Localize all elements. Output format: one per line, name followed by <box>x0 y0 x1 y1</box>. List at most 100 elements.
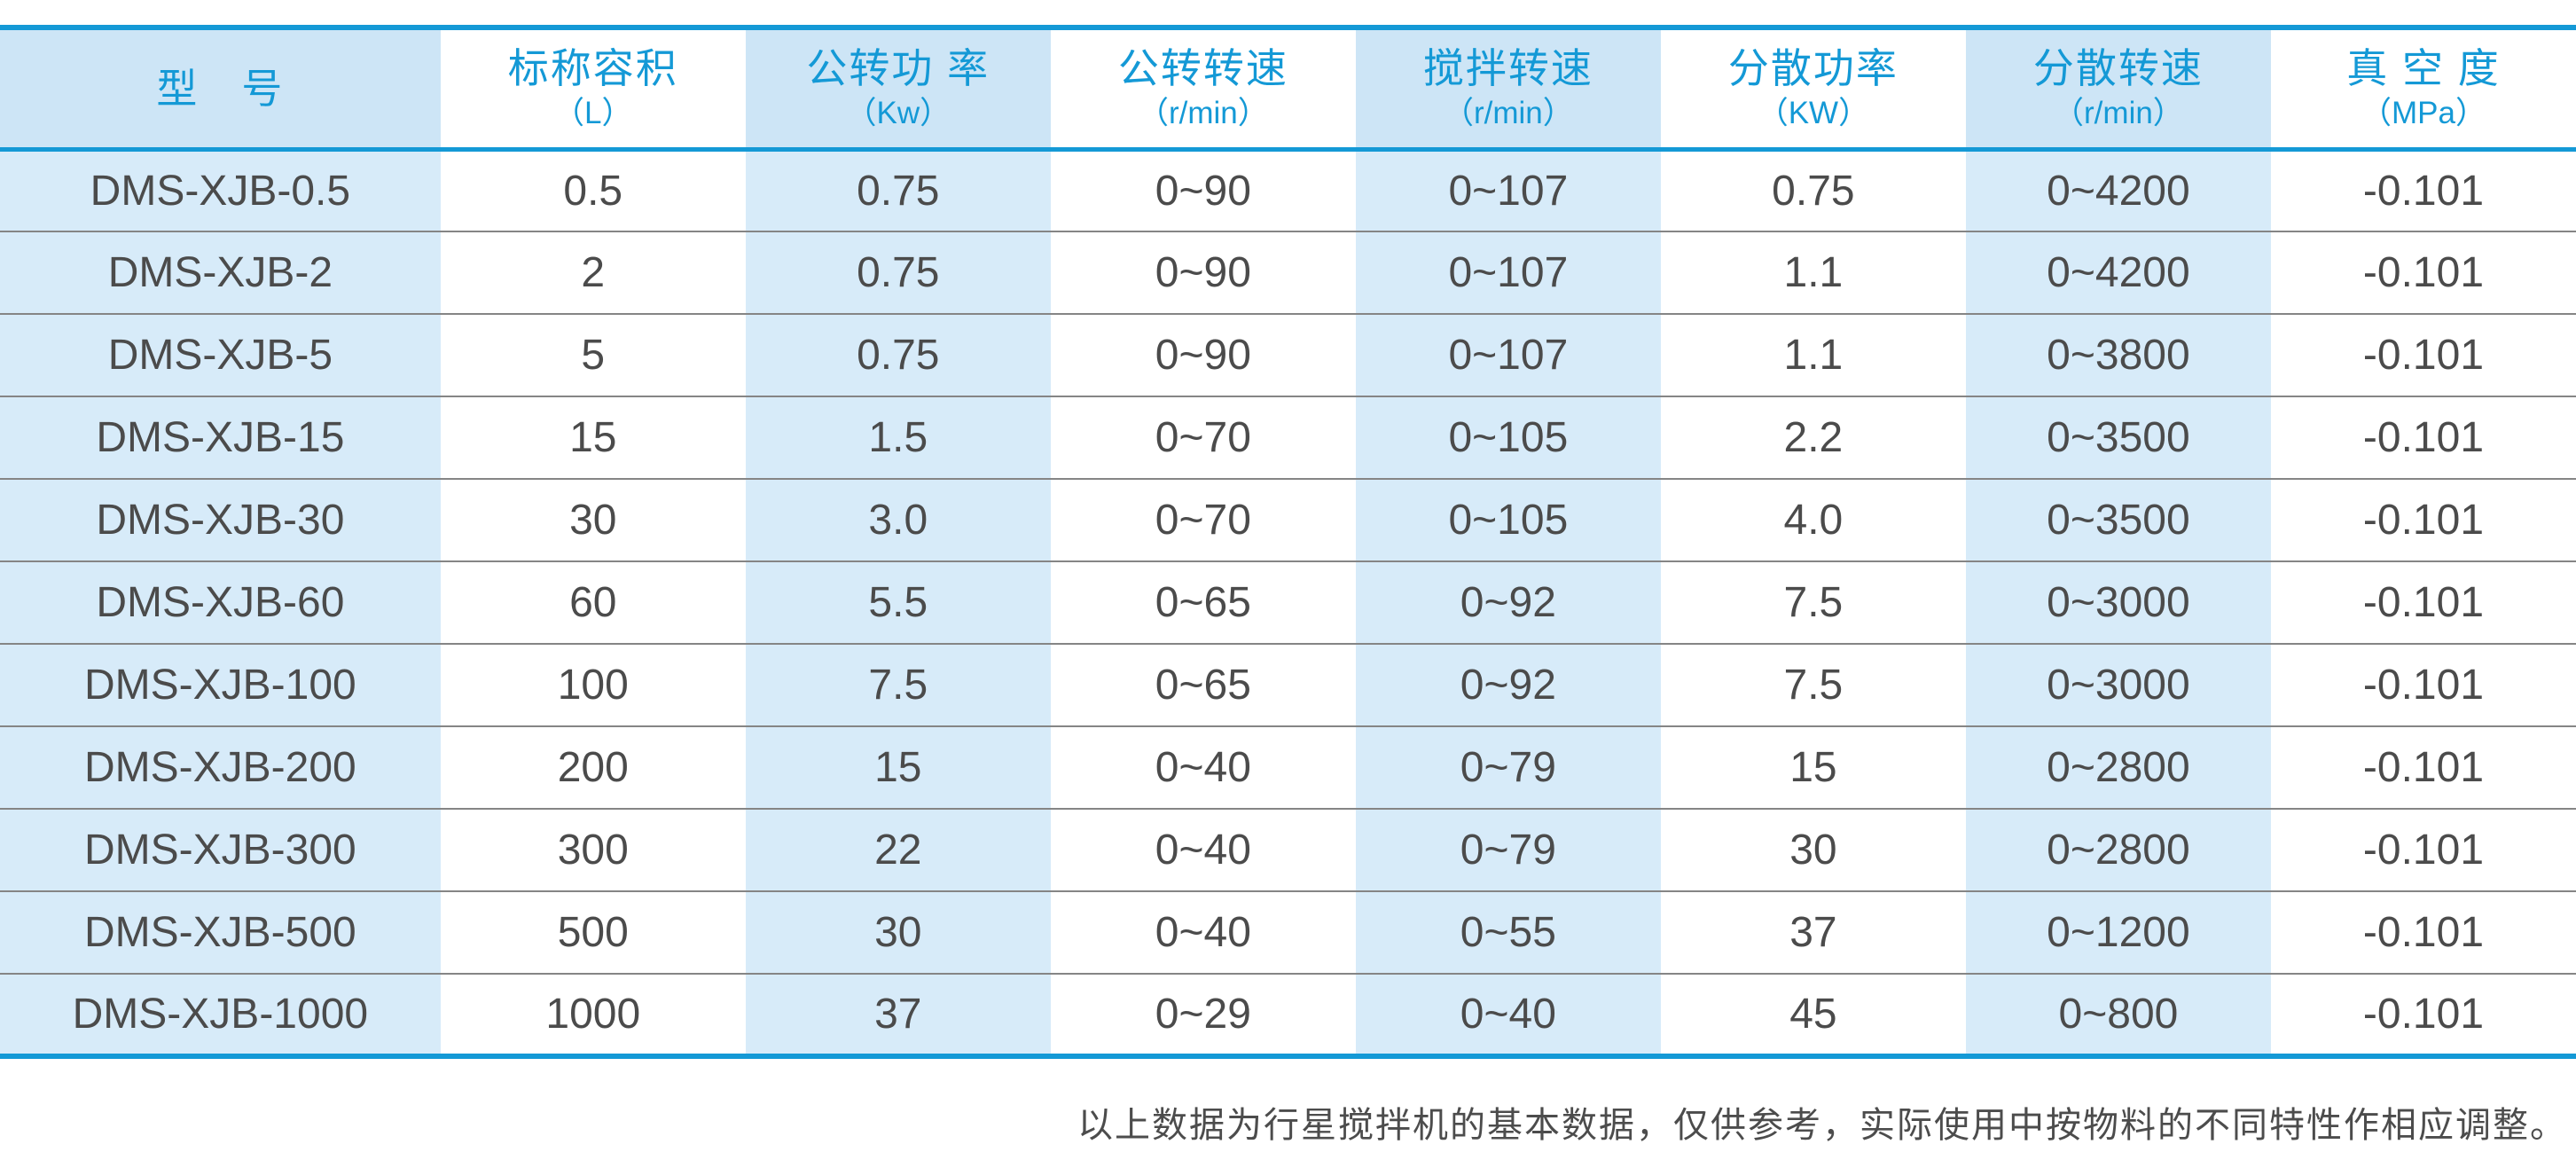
table-row: DMS-XJB-2 2 0.75 0~90 0~107 1.1 0~4200 -0.101 <box>0 231 2576 314</box>
column-title: 分散转速 <box>2032 45 2204 92</box>
table-body: DMS-XJB-0.5 0.5 0.75 0~90 0~107 0.75 0~4200 -0.… <box>0 149 2576 1056</box>
spec-cell: 0~4200 <box>1965 149 2271 231</box>
column-title: 公转转速 <box>1117 45 1288 92</box>
model-cell: DMS-XJB-15 <box>0 396 441 479</box>
spec-cell: 0.75 <box>745 313 1051 396</box>
spec-cell: 0~800 <box>1965 973 2271 1056</box>
column-title: 公转功 率 <box>806 45 990 92</box>
column-unit: （r/min） <box>2053 96 2184 131</box>
table-row: DMS-XJB-0.5 0.5 0.75 0~90 0~107 0.75 0~4200 -0.… <box>0 149 2576 231</box>
spec-cell: 0~40 <box>1355 973 1661 1056</box>
column-header-stack: 搅拌转速 （r/min） <box>1356 30 1661 147</box>
spec-cell: 4.0 <box>1660 478 1966 561</box>
spec-cell: 30 <box>1660 808 1966 891</box>
spec-cell: 7.5 <box>745 643 1051 726</box>
model-cell: DMS-XJB-30 <box>0 478 441 561</box>
column-unit: （r/min） <box>1137 96 1269 131</box>
spec-cell: 0~3000 <box>1965 560 2271 644</box>
column-header-stack: 公转功 率 （Kw） <box>746 30 1051 147</box>
spec-cell: -0.101 <box>2270 890 2576 974</box>
spec-cell: 15 <box>745 725 1051 809</box>
model-cell: DMS-XJB-300 <box>0 808 441 891</box>
spec-cell: 0~55 <box>1355 890 1661 974</box>
spec-cell: 0~40 <box>1050 725 1356 809</box>
spec-cell: 1.5 <box>745 396 1051 479</box>
spec-cell: -0.101 <box>2270 231 2576 314</box>
model-cell: DMS-XJB-1000 <box>0 973 441 1056</box>
spec-cell: 0~105 <box>1355 478 1661 561</box>
spec-cell: 0~29 <box>1050 973 1356 1056</box>
spec-table: 型 号 标称容积 （L） 公转功 率 （Kw） 公转转速 （r/min） 搅拌转速 （r/min… <box>0 25 2576 1059</box>
spec-cell: 200 <box>440 725 746 809</box>
spec-cell: 0~2800 <box>1965 725 2271 809</box>
footer-note: 以上数据为行星搅拌机的基本数据，仅供参考，实际使用中按物料的不同特性作相应调整。 <box>1077 1105 2567 1146</box>
spec-cell: 0.75 <box>745 231 1051 314</box>
spec-cell: 0.75 <box>1660 149 1966 231</box>
spec-cell: 0~3500 <box>1965 396 2271 479</box>
spec-cell: 100 <box>440 643 746 726</box>
spec-cell: 0~4200 <box>1965 231 2271 314</box>
table-row: DMS-XJB-30 30 3.0 0~70 0~105 4.0 0~3500 -0.101 <box>0 478 2576 561</box>
spec-cell: 0~79 <box>1355 808 1661 891</box>
spec-cell: 30 <box>440 478 746 561</box>
table-row: DMS-XJB-60 60 5.5 0~65 0~92 7.5 0~3000 -0.101 <box>0 560 2576 644</box>
spec-cell: -0.101 <box>2270 560 2576 644</box>
spec-cell: 1000 <box>440 973 746 1056</box>
spec-cell: -0.101 <box>2270 725 2576 809</box>
model-cell: DMS-XJB-200 <box>0 725 441 809</box>
spec-cell: 500 <box>440 890 746 974</box>
spec-cell: -0.101 <box>2270 396 2576 479</box>
spec-cell: 0~92 <box>1355 560 1661 644</box>
spec-cell: -0.101 <box>2270 478 2576 561</box>
spec-cell: 0~1200 <box>1965 890 2271 974</box>
column-unit: （L） <box>553 96 633 131</box>
column-header: 分散转速 （r/min） <box>1965 27 2271 152</box>
column-unit: （KW） <box>1757 96 1870 131</box>
spec-cell: 0~105 <box>1355 396 1661 479</box>
spec-cell: 2.2 <box>1660 396 1966 479</box>
spec-cell: 60 <box>440 560 746 644</box>
spec-cell: 45 <box>1660 973 1966 1056</box>
column-header: 真 空 度 （MPa） <box>2270 27 2576 152</box>
model-cell: DMS-XJB-2 <box>0 231 441 314</box>
column-header: 分散功率 （KW） <box>1660 27 1966 152</box>
spec-cell: 7.5 <box>1660 560 1966 644</box>
column-title: 分散功率 <box>1727 45 1899 92</box>
column-unit: （Kw） <box>845 96 951 131</box>
spec-cell: 22 <box>745 808 1051 891</box>
spec-cell: 0~40 <box>1050 808 1356 891</box>
spec-cell: 0~90 <box>1050 231 1356 314</box>
spec-cell: 0~3800 <box>1965 313 2271 396</box>
column-header: 标称容积 （L） <box>440 27 746 152</box>
spec-cell: -0.101 <box>2270 808 2576 891</box>
table-row: DMS-XJB-5 5 0.75 0~90 0~107 1.1 0~3800 -0.101 <box>0 313 2576 396</box>
spec-cell: 5 <box>440 313 746 396</box>
model-cell: DMS-XJB-500 <box>0 890 441 974</box>
model-cell: DMS-XJB-5 <box>0 313 441 396</box>
column-header: 公转功 率 （Kw） <box>745 27 1051 152</box>
header-row: 型 号 标称容积 （L） 公转功 率 （Kw） 公转转速 （r/min） 搅拌转速 （r/min… <box>0 27 2576 152</box>
spec-cell: 0~92 <box>1355 643 1661 726</box>
model-cell: DMS-XJB-0.5 <box>0 149 441 231</box>
spec-cell: -0.101 <box>2270 643 2576 726</box>
spec-cell: 30 <box>745 890 1051 974</box>
table-row: DMS-XJB-300 300 22 0~40 0~79 30 0~2800 -0.101 <box>0 808 2576 891</box>
spec-cell: 0~2800 <box>1965 808 2271 891</box>
spec-cell: 2 <box>440 231 746 314</box>
table-row: DMS-XJB-100 100 7.5 0~65 0~92 7.5 0~3000 -0.101 <box>0 643 2576 726</box>
column-header-stack: 标称容积 （L） <box>441 30 746 147</box>
spec-cell: -0.101 <box>2270 313 2576 396</box>
column-title: 搅拌转速 <box>1422 45 1593 92</box>
spec-cell: 0.75 <box>745 149 1051 231</box>
spec-cell: 0~107 <box>1355 149 1661 231</box>
column-header-stack: 真 空 度 （MPa） <box>2271 30 2576 147</box>
spec-cell: 7.5 <box>1660 643 1966 726</box>
column-header-stack: 公转转速 （r/min） <box>1051 30 1356 147</box>
table-row: DMS-XJB-15 15 1.5 0~70 0~105 2.2 0~3500 -0.101 <box>0 396 2576 479</box>
table-row: DMS-XJB-500 500 30 0~40 0~55 37 0~1200 -0.101 <box>0 890 2576 974</box>
spec-cell: 0~90 <box>1050 313 1356 396</box>
spec-cell: 15 <box>440 396 746 479</box>
spec-cell: 0.5 <box>440 149 746 231</box>
table-row: DMS-XJB-1000 1000 37 0~29 0~40 45 0~800 -0.101 <box>0 973 2576 1056</box>
spec-cell: 15 <box>1660 725 1966 809</box>
